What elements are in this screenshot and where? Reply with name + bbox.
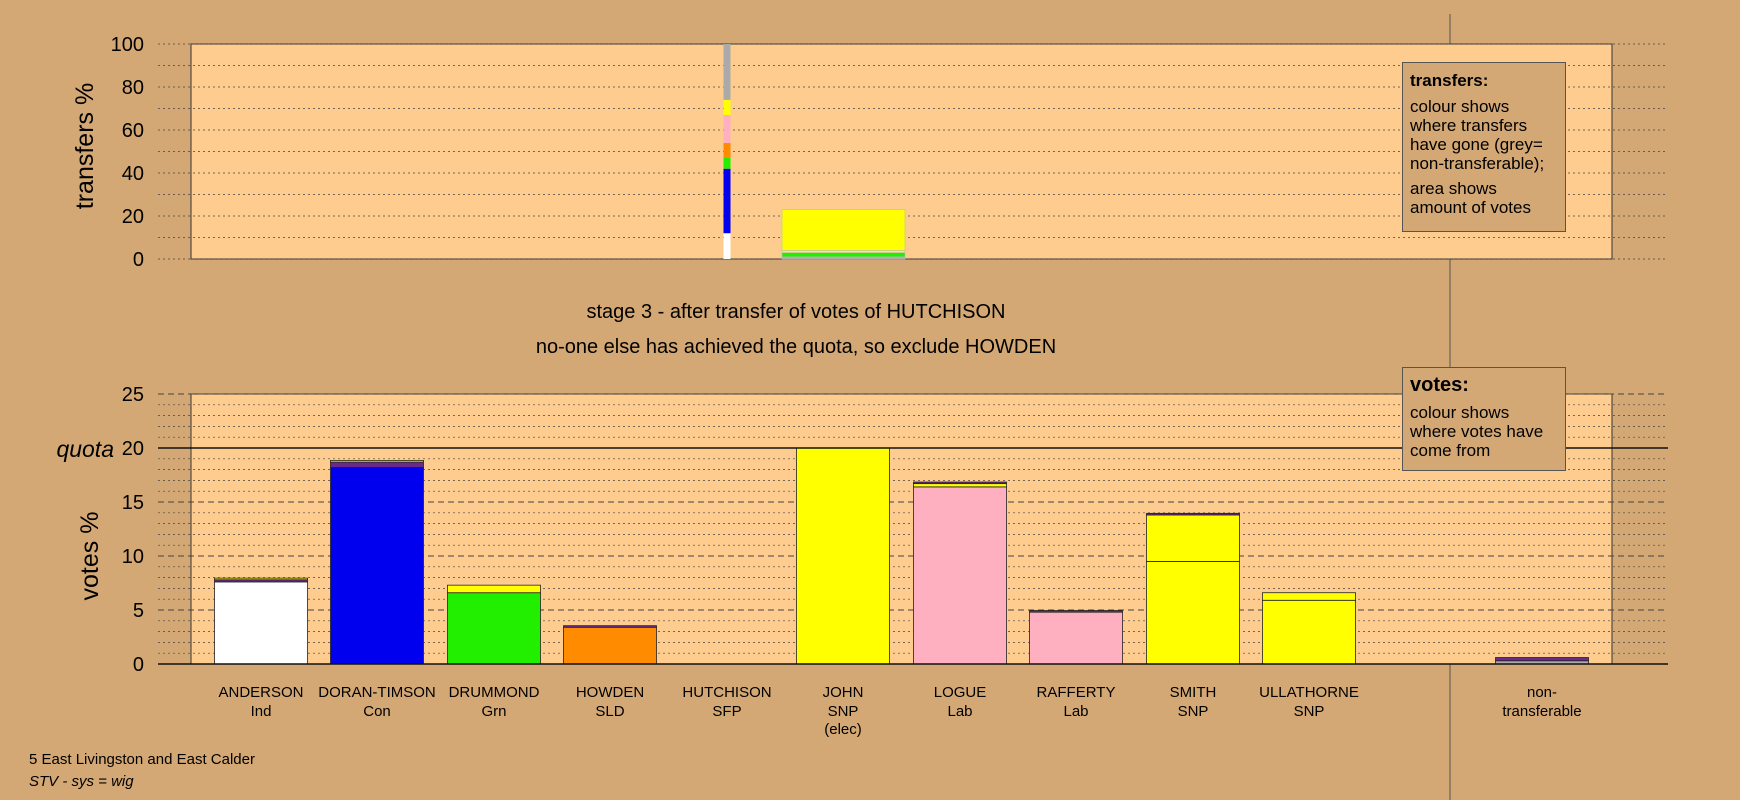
votes-legend-text: colour shows where votes have come from — [1410, 403, 1558, 460]
candidate-name-label: JOHN — [823, 684, 864, 701]
vote-bar-segment — [914, 482, 1007, 484]
candidate-name-label: DRUMMOND — [449, 684, 540, 701]
candidate-party-label: SNP — [1178, 703, 1209, 720]
transfer-bar-segment — [724, 233, 731, 259]
transfers-y-tick: 20 — [122, 206, 144, 228]
transfers-y-tick: 80 — [122, 77, 144, 99]
candidate-party-label: Ind — [251, 703, 272, 720]
transfer-bar-segment — [782, 210, 905, 251]
votes-legend-heading: votes: — [1410, 376, 1558, 395]
votes-y-label: votes % — [76, 512, 104, 601]
candidate-party-label: transferable — [1502, 703, 1581, 720]
vote-bar-segment — [1147, 515, 1240, 561]
vote-bar-segment — [797, 448, 890, 664]
votes-y-ticks: 0 5 10 15 20 25 — [122, 384, 144, 676]
vote-bar-segment — [215, 582, 308, 664]
candidate-name-label: ULLATHORNE — [1259, 684, 1359, 701]
candidate-party-label: SNP — [1294, 703, 1325, 720]
vote-bar-segment — [1147, 513, 1240, 515]
vote-bar-segment — [1263, 593, 1356, 601]
vote-bar-segment — [914, 484, 1007, 487]
transfer-bar-segment — [724, 100, 731, 115]
candidate-party-label: Con — [363, 703, 391, 720]
candidate-name-label: HUTCHISON — [682, 684, 771, 701]
system-label: STV - sys = wig — [29, 773, 134, 790]
transfers-y-tick: 40 — [122, 163, 144, 185]
vote-bar-segment — [564, 626, 657, 628]
votes-y-tick: 15 — [122, 492, 144, 514]
transfers-legend-text-2: area shows amount of votes — [1410, 179, 1558, 217]
candidate-name-label: DORAN-TIMSON — [318, 684, 436, 701]
transfer-bar-segment — [782, 250, 905, 252]
candidate-party-label: SNP — [828, 703, 859, 720]
vote-bar-segment — [448, 585, 541, 593]
transfers-legend-text-1: colour shows where transfers have gone (… — [1410, 97, 1558, 173]
transfers-legend-heading: transfers: — [1410, 71, 1558, 90]
candidate-name-label: LOGUE — [934, 684, 987, 701]
vote-bar-segment — [448, 593, 541, 664]
vote-bar-segment — [914, 487, 1007, 664]
transfers-y-tick: 60 — [122, 120, 144, 142]
vote-bar-segment — [215, 578, 308, 580]
transfer-bar-segment — [724, 44, 731, 100]
candidate-name-label: ANDERSON — [218, 684, 303, 701]
transfer-bar-segment — [724, 143, 731, 158]
candidate-party-label: Grn — [481, 703, 506, 720]
transfers-y-tick: 0 — [133, 249, 144, 271]
votes-y-tick: 5 — [133, 600, 144, 622]
candidate-name-label: HOWDEN — [576, 684, 644, 701]
candidate-party-label: SLD — [595, 703, 624, 720]
stage-title: stage 3 - after transfer of votes of HUT… — [586, 301, 1005, 323]
votes-y-tick: 25 — [122, 384, 144, 406]
vote-bar-segment — [1496, 658, 1589, 661]
transfer-bar-segment — [782, 257, 905, 259]
vote-bar-segment — [331, 460, 424, 462]
transfer-bar-segment — [724, 158, 731, 169]
transfers-y-tick: 100 — [111, 34, 144, 56]
stage-subtitle: no-one else has achieved the quota, so e… — [536, 336, 1056, 358]
votes-legend: votes: colour shows where votes have com… — [1402, 367, 1566, 471]
vote-bar-segment — [1030, 612, 1123, 664]
transfers-y-label: transfers % — [71, 83, 99, 209]
quota-label: quota — [56, 436, 114, 462]
candidate-party-label: SFP — [712, 703, 741, 720]
candidate-note-label: (elec) — [824, 721, 862, 738]
candidate-party-label: Lab — [947, 703, 972, 720]
vote-bar-segment — [564, 627, 657, 664]
vote-bar-segment — [1030, 611, 1123, 613]
votes-y-tick: 10 — [122, 546, 144, 568]
votes-y-tick: 0 — [133, 654, 144, 676]
candidate-name-label: SMITH — [1170, 684, 1217, 701]
transfer-bar-segment — [724, 169, 731, 234]
vote-bar-segment — [1263, 600, 1356, 664]
votes-x-labels: ANDERSON Ind DORAN-TIMSON Con DRUMMOND Grn HOW… — [218, 684, 1581, 738]
candidate-name-label: non- — [1527, 684, 1557, 701]
candidate-name-label: RAFFERTY — [1037, 684, 1116, 701]
transfer-bar-segment — [782, 253, 905, 257]
vote-bar-segment — [1147, 561, 1240, 664]
candidate-party-label: Lab — [1063, 703, 1088, 720]
vote-bar-segment — [331, 467, 424, 664]
vote-bar-segment — [331, 462, 424, 467]
transfers-y-ticks: 0 20 40 60 80 100 — [111, 34, 144, 271]
votes-y-tick: 20 — [122, 438, 144, 460]
transfer-bar-segment — [724, 115, 731, 143]
transfers-legend: transfers: colour shows where transfers … — [1402, 62, 1566, 232]
constituency-label: 5 East Livingston and East Calder — [29, 751, 255, 768]
